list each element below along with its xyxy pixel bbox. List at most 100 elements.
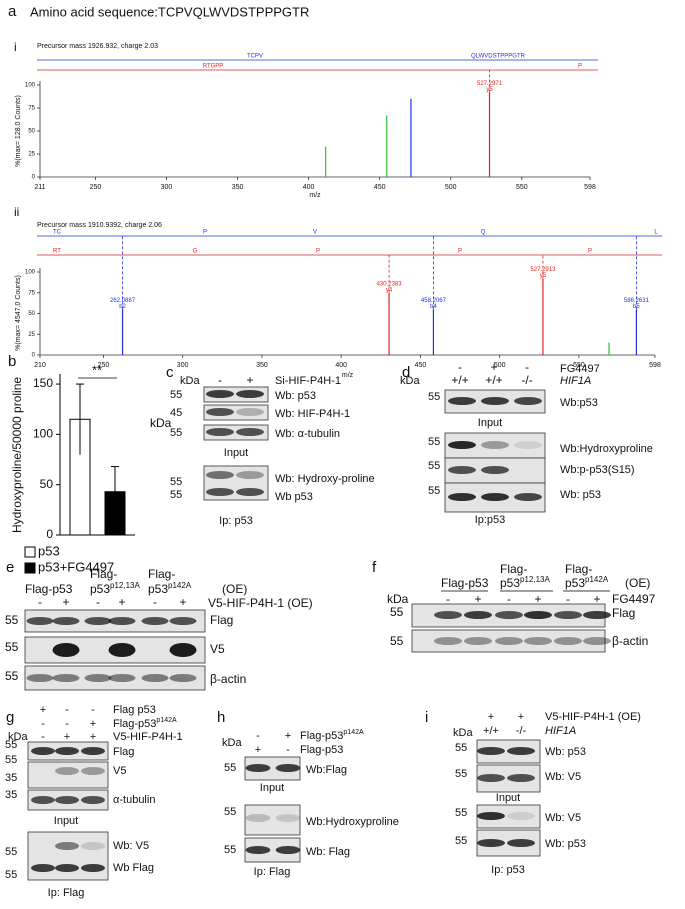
- label: 55: [390, 605, 404, 619]
- label: V5-HIF-P4H-1: [113, 731, 183, 743]
- legend-label: p53: [38, 543, 60, 558]
- label: Input: [224, 447, 248, 459]
- x-tick-label: 450: [374, 184, 386, 191]
- lane-label: -: [256, 730, 260, 742]
- x-axis-label: m/z: [309, 192, 321, 199]
- band: [495, 611, 523, 619]
- label: Flag-p53: [25, 582, 73, 596]
- label: Flag p53: [113, 704, 156, 716]
- label: Input: [496, 792, 520, 804]
- label: Wb Flag: [113, 862, 154, 874]
- lane-label: -: [218, 373, 222, 387]
- lane-label: -: [566, 592, 570, 606]
- lane-label: +: [179, 595, 186, 609]
- label: 55: [224, 844, 236, 856]
- x-tick-label: 550: [516, 184, 528, 191]
- blot: [27, 831, 109, 881]
- label: p53p12,13A: [90, 581, 141, 596]
- label: β-actin: [210, 672, 246, 686]
- band: [206, 471, 234, 479]
- label: 45: [170, 407, 182, 419]
- y-tick-label: 50: [28, 129, 35, 135]
- x-tick-label: 350: [256, 362, 268, 369]
- label: Si-HIF-P4H-1: [275, 375, 341, 387]
- label: 55: [170, 476, 182, 488]
- panel-label: h: [217, 709, 225, 726]
- x-tick-label: 250: [98, 362, 110, 369]
- label: 55: [428, 460, 440, 472]
- blot: [244, 804, 301, 836]
- label: Flag: [612, 606, 635, 620]
- band: [141, 674, 169, 682]
- band: [477, 839, 505, 847]
- lane-label: +: [62, 595, 69, 609]
- label-superscript: p12,13A: [110, 581, 140, 590]
- y-tick-label: 0: [32, 353, 36, 359]
- band: [464, 637, 492, 645]
- label: Wb: p53: [560, 489, 601, 501]
- band: [477, 774, 505, 782]
- legend-swatch: [24, 546, 36, 558]
- peak-label: 527.2913: [530, 267, 556, 273]
- panel-label: g: [6, 709, 14, 726]
- band: [206, 488, 234, 496]
- panel-label: a: [8, 3, 17, 20]
- peak-label: 430.2383: [377, 281, 403, 287]
- band: [55, 767, 79, 775]
- fragment-label: G: [193, 249, 198, 255]
- band: [434, 637, 462, 645]
- band: [108, 643, 136, 657]
- label: 55: [5, 640, 19, 654]
- label-main: Flag-p53: [300, 730, 343, 742]
- fragment-label: TC: [53, 230, 62, 236]
- band: [275, 846, 301, 854]
- y-tick-label: 50: [28, 311, 35, 317]
- y-tick-label: 0: [46, 527, 53, 541]
- subpanel-label: ii: [14, 205, 19, 219]
- lane-label: +: [255, 744, 261, 756]
- x-tick-label: 598: [584, 184, 596, 191]
- label: 55: [428, 391, 440, 403]
- band: [481, 466, 509, 474]
- label: 55: [428, 485, 440, 497]
- band: [507, 812, 535, 820]
- label: 55: [5, 739, 17, 751]
- band: [31, 864, 55, 872]
- band: [81, 767, 105, 775]
- lane-label: +/+: [485, 373, 502, 387]
- y-tick-label: 100: [25, 270, 36, 276]
- label-main: p53: [565, 576, 585, 590]
- x-tick-label: 400: [303, 184, 315, 191]
- label: kDa: [8, 731, 28, 743]
- band: [206, 428, 234, 436]
- lane-label: +: [90, 718, 96, 730]
- label: Wb p53: [275, 491, 313, 503]
- peak-ion: y5: [540, 273, 547, 279]
- label: 55: [5, 869, 17, 881]
- label: V5-HIF-P4H-1 (OE): [545, 711, 641, 723]
- lane-label: -: [65, 704, 69, 716]
- x-tick-label: 450: [415, 362, 427, 369]
- label: Flag-: [148, 567, 175, 581]
- band: [514, 397, 542, 405]
- y-axis-label: %(max= 128.0 Counts): [15, 95, 22, 167]
- fragment-label: P: [316, 249, 320, 255]
- label: Flag-: [500, 562, 527, 576]
- label: 55: [170, 427, 182, 439]
- y-tick-label: 25: [28, 152, 35, 158]
- label: Wb: HIF-P4H-1: [275, 408, 350, 420]
- peak-ion: b4: [430, 304, 437, 310]
- lane-label: -: [96, 595, 100, 609]
- fragment-label: P: [588, 249, 592, 255]
- band: [554, 611, 582, 619]
- x-tick-label: 210: [34, 362, 46, 369]
- lane-label: +: [534, 592, 541, 606]
- label: 55: [224, 806, 236, 818]
- label: kDa: [400, 375, 420, 387]
- label: 35: [5, 789, 17, 801]
- lane-label: -: [458, 360, 462, 374]
- label: Wb:Flag: [306, 764, 347, 776]
- label: FG4497: [560, 363, 600, 375]
- y-axis-label: Hydroxyproline/50000 proline: [10, 377, 24, 533]
- band: [108, 674, 136, 682]
